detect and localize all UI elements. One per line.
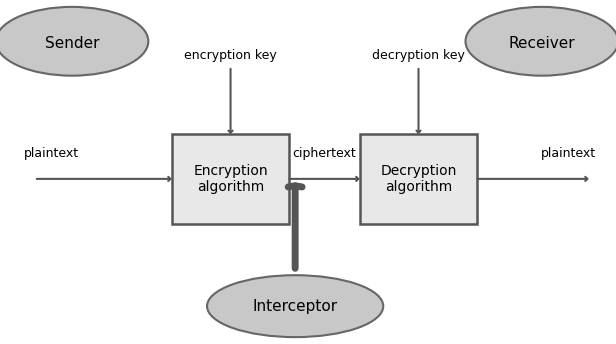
Ellipse shape (207, 275, 383, 337)
Text: Receiver: Receiver (509, 35, 575, 51)
Ellipse shape (0, 7, 148, 76)
FancyBboxPatch shape (360, 134, 477, 224)
Text: ciphertext: ciphertext (293, 147, 357, 160)
Text: decryption key: decryption key (372, 49, 465, 62)
Text: Encryption
algorithm: Encryption algorithm (193, 164, 268, 194)
Text: Decryption
algorithm: Decryption algorithm (380, 164, 456, 194)
Text: plaintext: plaintext (541, 147, 596, 160)
Text: plaintext: plaintext (24, 147, 79, 160)
FancyBboxPatch shape (172, 134, 290, 224)
Text: encryption key: encryption key (184, 49, 277, 62)
Text: Sender: Sender (45, 35, 99, 51)
Ellipse shape (466, 7, 616, 76)
Text: Interceptor: Interceptor (253, 299, 338, 314)
